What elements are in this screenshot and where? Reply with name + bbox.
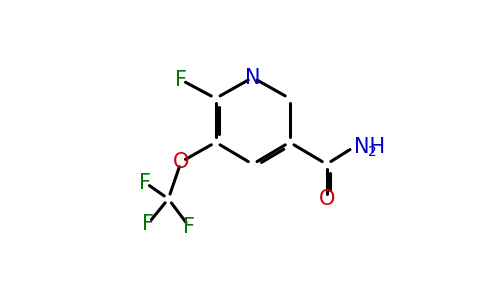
Text: F: F [183,217,195,237]
Text: 2: 2 [368,145,377,159]
Text: F: F [139,173,151,193]
Text: O: O [173,152,189,172]
Text: F: F [175,70,187,90]
Text: O: O [318,189,335,209]
Text: F: F [142,214,154,234]
Text: N: N [245,68,260,88]
Text: NH: NH [354,137,385,157]
